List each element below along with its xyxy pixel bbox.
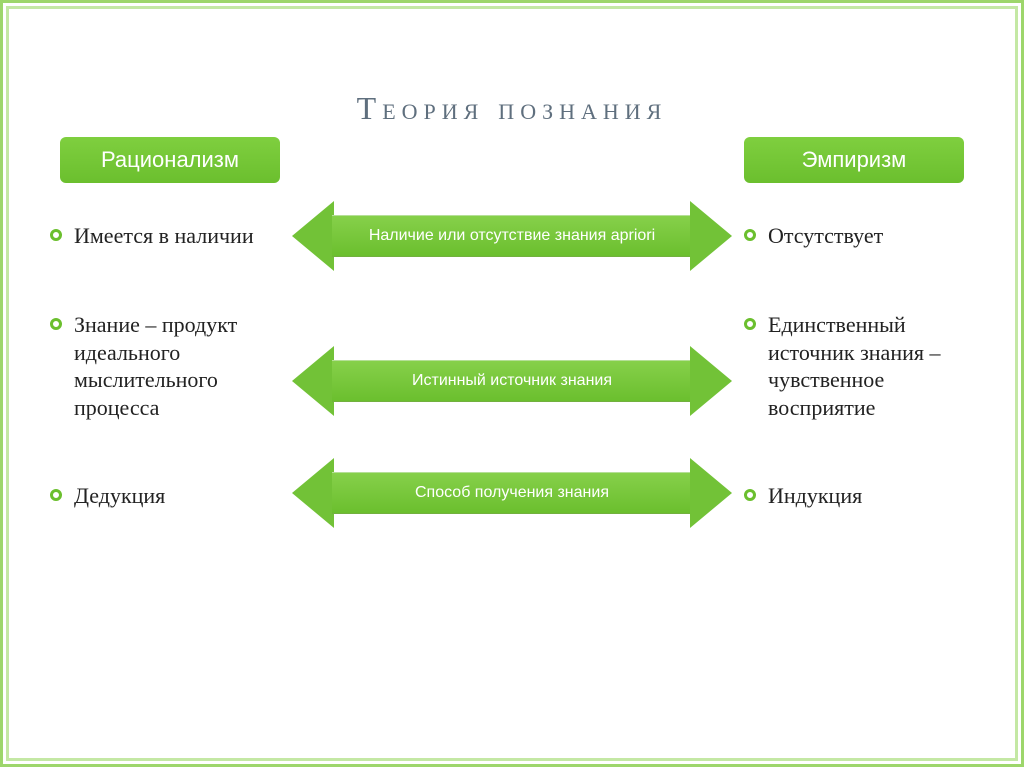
comparison-rows: Имеется в наличии Наличие или отсутствие… bbox=[50, 201, 974, 531]
bullet-icon bbox=[50, 318, 62, 330]
left-text: Дедукция bbox=[74, 482, 165, 510]
left-cell: Дедукция bbox=[50, 482, 280, 510]
list-item: Индукция bbox=[744, 482, 974, 510]
double-arrow: Истинный источник знания bbox=[292, 346, 732, 416]
right-text: Отсутствует bbox=[768, 222, 883, 250]
arrow-head-right-icon bbox=[690, 458, 732, 528]
list-item: Отсутствует bbox=[744, 222, 974, 250]
right-cell: Единственный источник знания – чувственн… bbox=[744, 311, 974, 421]
bullet-icon bbox=[50, 229, 62, 241]
slide: Теория познания Рационализм Эмпиризм Име… bbox=[0, 0, 1024, 767]
left-text: Знание – продукт идеального мыслительног… bbox=[74, 311, 280, 421]
right-cell: Индукция bbox=[744, 482, 974, 510]
page-title: Теория познания bbox=[50, 90, 974, 127]
arrow-head-left-icon bbox=[292, 346, 334, 416]
header-row: Рационализм Эмпиризм bbox=[60, 137, 964, 183]
comparison-row: Дедукция Способ получения знания Индукци… bbox=[50, 461, 974, 531]
arrow-label: Способ получения знания bbox=[332, 472, 692, 514]
right-cell: Отсутствует bbox=[744, 222, 974, 250]
comparison-row: Знание – продукт идеального мыслительног… bbox=[50, 311, 974, 421]
arrow-cell: Способ получения знания bbox=[290, 464, 734, 528]
right-text: Единственный источник знания – чувственн… bbox=[768, 311, 974, 421]
left-cell: Знание – продукт идеального мыслительног… bbox=[50, 311, 280, 421]
arrow-head-right-icon bbox=[690, 201, 732, 271]
arrow-cell: Наличие или отсутствие знания apriori bbox=[290, 201, 734, 271]
comparison-row: Имеется в наличии Наличие или отсутствие… bbox=[50, 201, 974, 271]
list-item: Дедукция bbox=[50, 482, 280, 510]
bullet-icon bbox=[744, 229, 756, 241]
left-text: Имеется в наличии bbox=[74, 222, 254, 250]
double-arrow: Способ получения знания bbox=[292, 458, 732, 528]
list-item: Единственный источник знания – чувственн… bbox=[744, 311, 974, 421]
arrow-label: Наличие или отсутствие знания apriori bbox=[332, 215, 692, 257]
arrow-head-right-icon bbox=[690, 346, 732, 416]
arrow-cell: Истинный источник знания bbox=[290, 311, 734, 416]
header-left: Рационализм bbox=[60, 137, 280, 183]
bullet-icon bbox=[744, 318, 756, 330]
list-item: Имеется в наличии bbox=[50, 222, 280, 250]
arrow-label: Истинный источник знания bbox=[332, 360, 692, 402]
header-right: Эмпиризм bbox=[744, 137, 964, 183]
arrow-head-left-icon bbox=[292, 458, 334, 528]
bullet-icon bbox=[50, 489, 62, 501]
right-text: Индукция bbox=[768, 482, 862, 510]
left-cell: Имеется в наличии bbox=[50, 222, 280, 250]
bullet-icon bbox=[744, 489, 756, 501]
list-item: Знание – продукт идеального мыслительног… bbox=[50, 311, 280, 421]
arrow-head-left-icon bbox=[292, 201, 334, 271]
double-arrow: Наличие или отсутствие знания apriori bbox=[292, 201, 732, 271]
